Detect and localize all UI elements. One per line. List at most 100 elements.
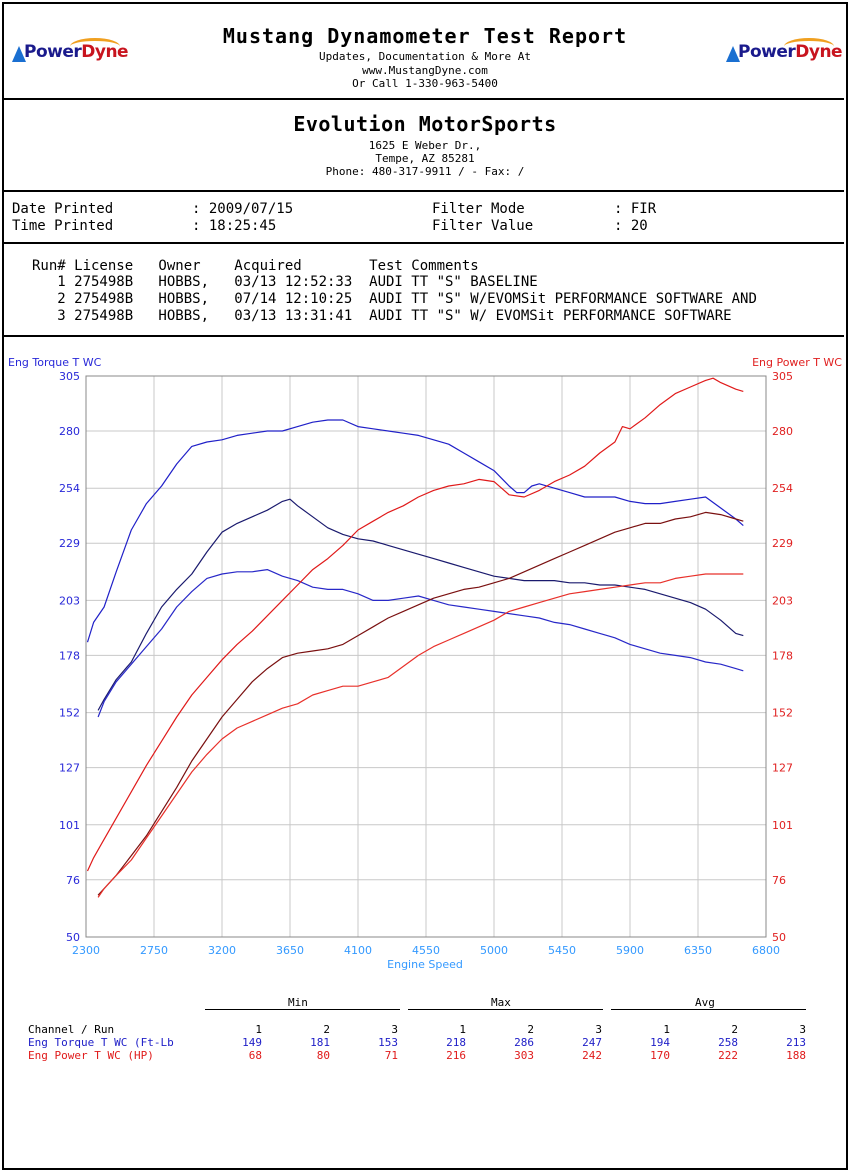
filter-value-label: Filter Value xyxy=(432,218,534,234)
left-y-tick-label: 178 xyxy=(59,649,80,662)
left-y-tick-label: 101 xyxy=(59,819,80,832)
summary-torque-value: 181 xyxy=(310,1036,330,1049)
logo-arrow-icon xyxy=(12,46,26,62)
left-y-tick-label: 229 xyxy=(59,537,80,550)
summary-group-max: Max xyxy=(491,996,511,1009)
summary-torque-value: 247 xyxy=(582,1036,602,1049)
logo-wordmark: PowerDyne xyxy=(24,42,129,62)
date-printed-label: Date Printed xyxy=(12,201,114,217)
summary-rule-max xyxy=(408,1009,603,1010)
header-line-3: Or Call 1-330-963-5400 xyxy=(352,77,498,90)
filter-mode-value: : FIR xyxy=(614,201,657,217)
series-line-power-2 xyxy=(97,511,744,896)
left-y-tick-label: 254 xyxy=(59,482,80,495)
right-y-tick-label: 203 xyxy=(772,594,793,607)
x-tick-label: 5450 xyxy=(548,944,576,957)
right-y-tick-label: 50 xyxy=(772,931,786,944)
right-y-tick-label: 178 xyxy=(772,649,793,662)
summary-group-avg: Avg xyxy=(695,996,715,1009)
chart-grid xyxy=(85,375,767,938)
summary-run-number: 1 xyxy=(255,1023,262,1036)
x-axis-title: Engine Speed xyxy=(387,958,463,971)
summary-run-number: 1 xyxy=(663,1023,670,1036)
summary-rule-avg xyxy=(611,1009,806,1010)
summary-power-label: Eng Power T WC (HP) xyxy=(28,1049,154,1062)
summary-channel-header: Channel / Run xyxy=(28,1023,115,1036)
summary-power-value: 303 xyxy=(514,1049,534,1062)
right-y-tick-label: 280 xyxy=(772,425,793,438)
summary-power-value: 80 xyxy=(316,1049,330,1062)
shop-name: Evolution MotorSports xyxy=(293,112,557,136)
x-tick-label: 3650 xyxy=(276,944,304,957)
summary-run-number: 2 xyxy=(323,1023,330,1036)
powerdyne-logo-right: PowerDyne xyxy=(724,38,843,72)
right-y-tick-label: 101 xyxy=(772,819,793,832)
runs-header: Run# License Owner Acquired Test Comment… xyxy=(32,258,479,274)
left-y-tick-label: 280 xyxy=(59,425,80,438)
summary-rule-min xyxy=(205,1009,400,1010)
x-tick-label: 5000 xyxy=(480,944,508,957)
header-line-1: Updates, Documentation & More At xyxy=(319,50,531,63)
summary-run-number: 3 xyxy=(391,1023,398,1036)
report-header: PowerDyne PowerDyne Mustang Dynamometer … xyxy=(2,2,844,100)
filter-value-value: : 20 xyxy=(614,218,648,234)
right-y-tick-label: 254 xyxy=(772,482,793,495)
summary-run-number: 3 xyxy=(595,1023,602,1036)
series-line-power-3 xyxy=(97,573,744,898)
summary-torque-label: Eng Torque T WC (Ft-Lb xyxy=(28,1036,174,1049)
run-row-3: 3 275498B HOBBS, 03/13 13:31:41 AUDI TT … xyxy=(32,308,732,324)
left-y-tick-label: 203 xyxy=(59,594,80,607)
summary-torque-value: 153 xyxy=(378,1036,398,1049)
series-line-power-1 xyxy=(86,377,744,872)
left-y-tick-label: 50 xyxy=(66,931,80,944)
plot-area xyxy=(85,375,767,938)
left-y-tick-label: 305 xyxy=(59,370,80,383)
date-printed-value: : 2009/07/15 xyxy=(192,201,294,217)
axis-ticks: 2300 2750 3200 3650 4100 4550 5000 5450 5900 6350… xyxy=(59,370,793,957)
x-tick-label: 3200 xyxy=(208,944,236,957)
summary-power-value: 222 xyxy=(718,1049,738,1062)
shop-city: Tempe, AZ 85281 xyxy=(375,152,475,165)
right-y-tick-label: 305 xyxy=(772,370,793,383)
shop-phone: Phone: 480-317-9911 / - Fax: / xyxy=(325,165,525,178)
left-axis-title: Eng Torque T WC xyxy=(8,356,102,369)
x-tick-label: 6800 xyxy=(752,944,780,957)
shop-address: 1625 E Weber Dr., xyxy=(368,139,482,152)
x-tick-label: 5900 xyxy=(616,944,644,957)
right-axis-title: Eng Power T WC xyxy=(752,356,842,369)
logo-swoosh-icon xyxy=(784,38,834,55)
summary-torque-value: 218 xyxy=(446,1036,466,1049)
x-tick-label: 2750 xyxy=(140,944,168,957)
logo-wordmark: PowerDyne xyxy=(738,42,843,62)
series-line-torque-1 xyxy=(86,419,744,643)
header-line-2: www.MustangDyne.com xyxy=(362,64,488,77)
filter-mode-label: Filter Mode xyxy=(432,201,525,217)
run-row-1: 1 275498B HOBBS, 03/13 12:52:33 AUDI TT … xyxy=(32,274,538,290)
powerdyne-logo-left: PowerDyne xyxy=(10,38,129,72)
left-y-tick-label: 76 xyxy=(66,874,80,887)
x-tick-label: 4100 xyxy=(344,944,372,957)
summary-group-min: Min xyxy=(288,996,308,1009)
logo-swoosh-icon xyxy=(70,38,120,55)
summary-power-value: 68 xyxy=(248,1049,262,1062)
x-tick-label: 6350 xyxy=(684,944,712,957)
summary-torque-value: 194 xyxy=(650,1036,670,1049)
summary-power-value: 188 xyxy=(786,1049,806,1062)
right-y-tick-label: 76 xyxy=(772,874,786,887)
right-y-tick-label: 152 xyxy=(772,707,793,720)
series-line-torque-2 xyxy=(97,498,744,711)
left-y-tick-label: 127 xyxy=(59,762,80,775)
shop-section: Evolution MotorSports 1625 E Weber Dr., … xyxy=(2,100,844,192)
summary-run-number: 3 xyxy=(799,1023,806,1036)
summary-power-value: 242 xyxy=(582,1049,602,1062)
logo-arrow-icon xyxy=(726,46,740,62)
report-title: Mustang Dynamometer Test Report xyxy=(222,24,628,48)
summary-power-value: 71 xyxy=(384,1049,398,1062)
series-line-torque-3 xyxy=(97,569,744,718)
summary-torque-value: 258 xyxy=(718,1036,738,1049)
summary-power-value: 170 xyxy=(650,1049,670,1062)
summary-power-value: 216 xyxy=(446,1049,466,1062)
left-y-tick-label: 152 xyxy=(59,707,80,720)
summary-torque-value: 213 xyxy=(786,1036,806,1049)
